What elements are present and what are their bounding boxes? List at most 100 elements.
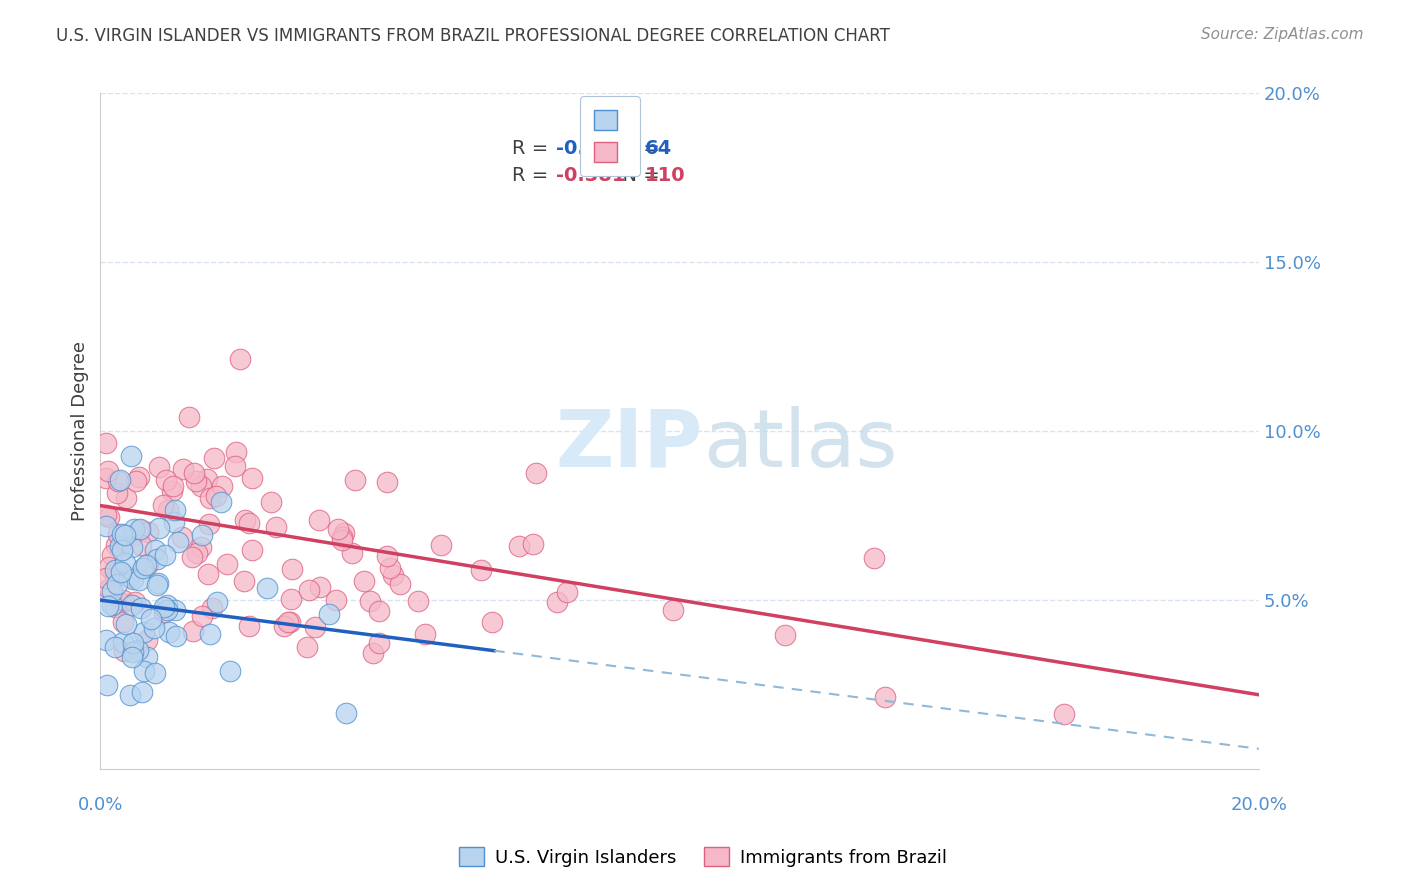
Point <box>198 491 221 505</box>
Point <box>128 522 150 536</box>
Legend: , : , <box>579 96 640 177</box>
Point <box>94 508 117 522</box>
Point <box>209 494 232 508</box>
Point <box>110 474 132 488</box>
Point <box>112 643 135 657</box>
Text: R =: R = <box>512 166 554 186</box>
Point <box>1052 706 1074 721</box>
Point <box>335 706 357 721</box>
Point <box>162 479 184 493</box>
Point <box>129 538 152 552</box>
Point <box>155 548 177 562</box>
Point <box>308 512 330 526</box>
Point <box>122 522 145 536</box>
Point <box>148 460 170 475</box>
Point <box>94 435 117 450</box>
Text: Source: ZipAtlas.com: Source: ZipAtlas.com <box>1201 27 1364 42</box>
Text: -0.190: -0.190 <box>555 139 624 158</box>
Point <box>121 529 143 543</box>
Point <box>224 459 246 474</box>
Point <box>298 583 321 598</box>
Point <box>318 607 340 622</box>
Point <box>153 605 176 619</box>
Point <box>121 540 143 554</box>
Point <box>198 627 221 641</box>
Point <box>94 471 117 485</box>
Point <box>181 549 204 564</box>
Point <box>104 640 127 654</box>
Point <box>264 520 287 534</box>
Point <box>281 561 304 575</box>
Point <box>413 627 436 641</box>
Point <box>165 629 187 643</box>
Point <box>146 578 169 592</box>
Point <box>121 650 143 665</box>
Point <box>104 600 127 615</box>
Text: -0.381: -0.381 <box>555 166 626 186</box>
Point <box>197 567 219 582</box>
Point <box>190 528 212 542</box>
Point <box>101 599 124 613</box>
Point <box>155 473 177 487</box>
Point <box>219 665 242 679</box>
Point <box>167 534 190 549</box>
Point <box>128 573 150 587</box>
Point <box>524 466 547 480</box>
Point <box>108 539 131 553</box>
Point <box>111 543 134 558</box>
Point <box>136 633 159 648</box>
Point <box>375 549 398 563</box>
Point <box>160 484 183 499</box>
Point <box>115 617 138 632</box>
Point <box>97 464 120 478</box>
Text: atlas: atlas <box>703 406 897 483</box>
Point <box>98 509 121 524</box>
Point <box>97 560 120 574</box>
Point <box>134 625 156 640</box>
Point <box>197 516 219 531</box>
Point <box>183 466 205 480</box>
Point <box>105 486 128 500</box>
Point <box>111 593 134 607</box>
Point <box>297 640 319 654</box>
Point <box>142 621 165 635</box>
Point <box>233 513 256 527</box>
Point <box>111 615 134 630</box>
Point <box>110 596 132 610</box>
Point <box>309 580 332 594</box>
Point <box>94 632 117 647</box>
Point <box>546 595 568 609</box>
Point <box>105 577 128 591</box>
Point <box>141 612 163 626</box>
Point <box>260 495 283 509</box>
Point <box>115 491 138 505</box>
Text: 64: 64 <box>645 139 672 158</box>
Point <box>98 582 121 596</box>
Point <box>135 650 157 665</box>
Point <box>380 561 402 575</box>
Point <box>100 584 122 599</box>
Point <box>134 664 156 678</box>
Point <box>508 539 530 553</box>
Point <box>121 636 143 650</box>
Point <box>107 526 129 541</box>
Point <box>775 628 797 642</box>
Point <box>273 619 295 633</box>
Point <box>190 540 212 554</box>
Point <box>108 565 131 579</box>
Point <box>211 478 233 492</box>
Point <box>363 646 385 660</box>
Point <box>177 409 200 424</box>
Point <box>163 515 186 529</box>
Point <box>101 548 124 562</box>
Point <box>238 516 260 530</box>
Point <box>217 558 239 572</box>
Point <box>205 594 228 608</box>
Point <box>111 527 134 541</box>
Point <box>155 603 177 617</box>
Text: N =: N = <box>610 166 666 186</box>
Point <box>201 600 224 615</box>
Point <box>229 351 252 366</box>
Point <box>163 503 186 517</box>
Text: R =: R = <box>512 139 554 158</box>
